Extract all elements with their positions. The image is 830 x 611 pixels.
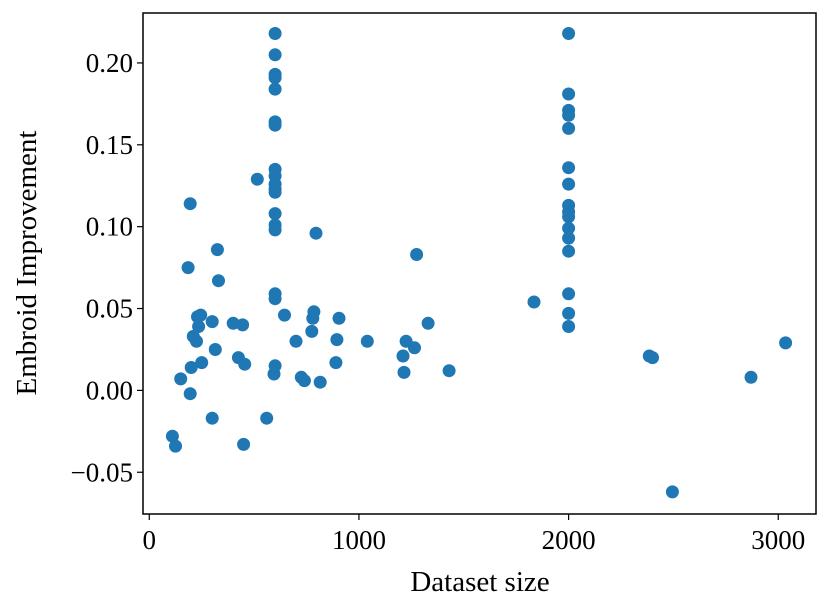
y-tick-label: 0.05: [86, 294, 133, 324]
data-point: [250, 172, 264, 186]
y-tick-label: 0.10: [86, 212, 133, 242]
y-axis-ticks: −0.05 0.00 0.05 0.10 0.15 0.20: [71, 48, 143, 487]
data-point: [183, 387, 197, 401]
data-point: [313, 375, 327, 389]
data-point: [192, 320, 206, 333]
x-axis-ticks: 0 1000 2000 3000: [143, 514, 805, 555]
data-point: [268, 359, 282, 373]
x-axis-label: Dataset size: [410, 566, 549, 598]
data-point: [268, 48, 282, 62]
data-point: [195, 356, 209, 370]
data-point: [237, 437, 251, 451]
data-point: [268, 185, 282, 199]
data-point: [397, 365, 411, 379]
data-point: [289, 334, 303, 348]
data-point: [278, 308, 291, 322]
data-point: [260, 411, 274, 425]
data-point: [268, 223, 282, 237]
y-tick-label: −0.05: [71, 457, 133, 487]
data-point: [238, 357, 252, 371]
data-point: [562, 231, 576, 245]
data-point: [268, 118, 282, 132]
plot-area: [142, 12, 817, 515]
data-point: [332, 311, 346, 325]
data-point: [408, 341, 421, 355]
data-point: [646, 351, 659, 365]
data-point: [183, 197, 197, 211]
data-point: [268, 71, 282, 85]
y-tick-label: 0.15: [86, 130, 133, 160]
data-point: [442, 364, 456, 378]
points-layer: [165, 27, 793, 499]
y-tick-label: 0.20: [86, 48, 133, 78]
data-point: [562, 210, 576, 224]
data-point: [421, 316, 435, 330]
data-point: [360, 334, 374, 348]
data-point: [396, 349, 410, 363]
data-point: [309, 226, 323, 240]
data-point: [190, 334, 203, 348]
data-point: [194, 308, 208, 322]
data-point: [169, 439, 182, 453]
data-point: [562, 121, 576, 135]
data-point: [527, 295, 541, 309]
data-point: [562, 244, 576, 258]
data-point: [562, 108, 576, 122]
data-point: [665, 485, 679, 499]
data-point: [562, 177, 576, 191]
data-point: [181, 261, 195, 275]
y-axis-label: Embroid Improvement: [11, 131, 43, 396]
x-tick-label: 3000: [751, 525, 805, 555]
data-point: [562, 27, 576, 40]
data-point: [779, 336, 793, 350]
data-point: [330, 333, 344, 347]
data-point: [208, 343, 222, 356]
data-point: [744, 370, 758, 384]
data-point: [268, 292, 282, 306]
data-point: [236, 318, 250, 332]
data-point: [562, 87, 576, 101]
data-point: [562, 287, 576, 301]
data-point: [329, 356, 343, 370]
x-tick-label: 2000: [542, 525, 596, 555]
data-point: [562, 320, 576, 333]
x-tick-label: 0: [143, 525, 157, 555]
data-point: [562, 221, 576, 235]
data-point: [268, 207, 282, 221]
data-point: [305, 324, 319, 338]
data-point: [212, 274, 225, 288]
data-point: [205, 411, 219, 425]
data-point: [307, 305, 321, 319]
data-point: [268, 27, 282, 40]
data-point: [297, 374, 311, 388]
data-point: [184, 361, 198, 374]
data-point: [174, 372, 188, 386]
data-point: [562, 306, 576, 320]
x-tick-label: 1000: [332, 525, 386, 555]
data-point: [165, 429, 179, 443]
data-point: [210, 243, 224, 257]
data-point: [268, 82, 282, 96]
y-tick-label: 0.00: [86, 375, 133, 405]
data-point: [562, 161, 576, 175]
data-point: [410, 248, 424, 261]
data-point: [205, 315, 219, 329]
